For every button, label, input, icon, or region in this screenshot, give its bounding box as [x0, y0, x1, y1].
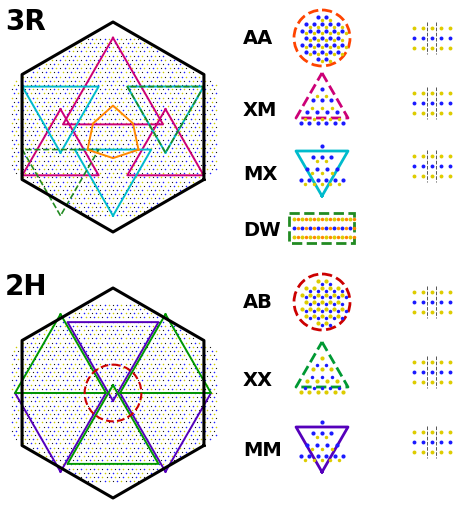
Text: DW: DW — [243, 221, 281, 240]
Text: 2H: 2H — [5, 273, 47, 301]
Text: MM: MM — [243, 440, 282, 459]
Text: XM: XM — [243, 101, 277, 120]
Text: AB: AB — [243, 293, 273, 312]
Bar — [290, 213, 355, 243]
Text: 3R: 3R — [5, 8, 46, 36]
Text: AA: AA — [243, 29, 273, 48]
Text: MX: MX — [243, 165, 277, 184]
Text: XX: XX — [243, 371, 273, 390]
